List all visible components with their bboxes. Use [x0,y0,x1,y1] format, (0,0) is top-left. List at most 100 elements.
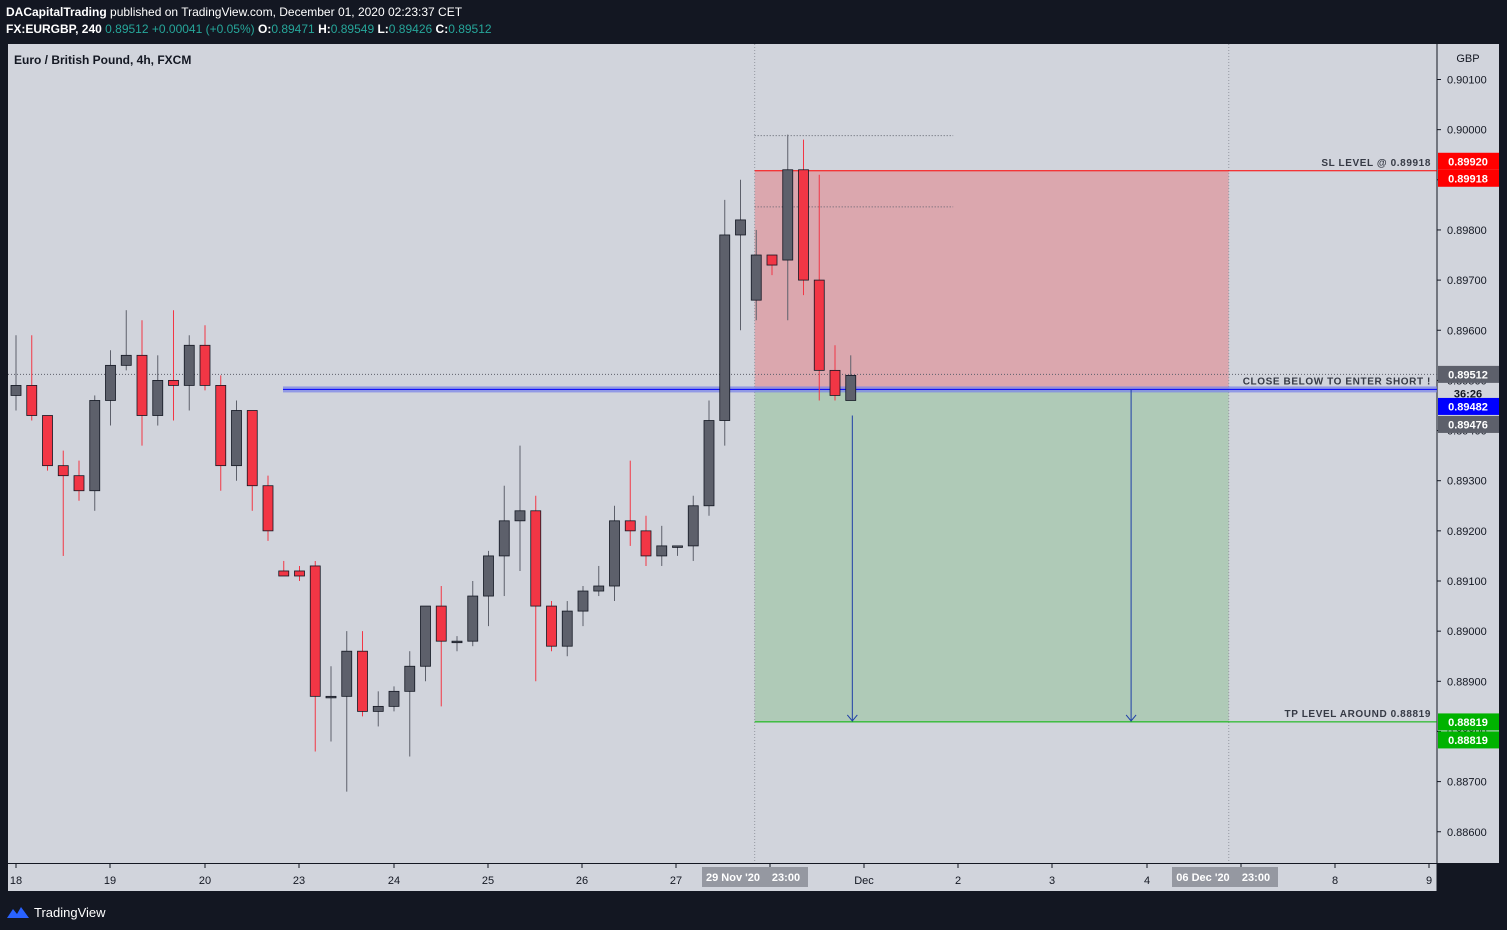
range-end-date-badge[interactable]: 06 Dec '20 [1172,867,1234,887]
footer-brand[interactable]: TradingView [6,902,106,922]
candle-body [766,254,778,266]
last-price-badge[interactable]: 0.89512 [1438,365,1499,383]
entry-price-badge[interactable]: 0.89482 [1438,397,1499,415]
candle[interactable] [498,485,510,597]
candle[interactable] [420,605,431,682]
publisher-name[interactable]: DACapitalTrading [6,5,107,19]
candle[interactable] [73,460,85,501]
x-tick: 27 [670,864,682,887]
candle[interactable] [357,631,368,717]
candle[interactable] [719,199,731,446]
candle[interactable] [593,565,605,597]
candle[interactable] [467,581,479,647]
candle[interactable] [530,495,542,682]
candle[interactable] [750,229,762,321]
candle[interactable] [183,335,195,411]
tp-price-badge-top[interactable]: 0.88819 [1438,713,1499,731]
candle[interactable] [294,565,305,581]
entry-annotation[interactable]: CLOSE BELOW TO ENTER SHORT ! [1243,376,1431,387]
candle-body [546,605,557,647]
low-price-badge[interactable]: 0.89476 [1438,415,1499,433]
sl-annotation[interactable]: SL LEVEL @ 0.89918 [1321,158,1431,169]
tp-price-badge[interactable]: 0.88819 [1438,731,1499,749]
candle-body [73,475,85,492]
candle[interactable] [199,325,211,391]
candle[interactable] [89,395,101,511]
candle[interactable] [136,320,148,446]
candle[interactable] [577,586,589,627]
candle[interactable] [120,310,132,371]
candle[interactable] [372,691,384,727]
candle[interactable] [829,345,841,401]
range-start-date-badge[interactable]: 29 Nov '20 [702,867,764,887]
x-tick-label: 20 [199,875,211,887]
candle[interactable] [546,601,557,652]
candle[interactable] [388,686,400,712]
price-chart[interactable]: Euro / British Pound, 4h, FXCM GBP SL LE… [0,44,1507,894]
candle[interactable] [766,254,778,276]
candle-body [798,169,809,281]
candle-body [215,385,227,467]
candle[interactable] [435,586,447,707]
candle[interactable] [687,495,699,561]
candle[interactable] [152,355,164,426]
target-arrow-right[interactable] [1125,389,1137,722]
candle-body [262,485,274,532]
sl-price-badge-top[interactable]: 0.89920 [1438,152,1499,170]
candle[interactable] [735,179,746,331]
range-start-time-badge[interactable]: 23:00 [764,867,808,887]
range-end-time-badge[interactable]: 23:00 [1234,867,1278,887]
candle[interactable] [561,601,573,657]
candle-body [26,385,38,416]
take-profit-zone[interactable] [754,389,1229,722]
candle[interactable] [10,335,22,411]
last-price: 0.89512 [105,22,149,36]
candle[interactable] [26,335,38,421]
candle-body [577,590,589,612]
candle[interactable] [105,350,116,426]
candle-body [640,530,652,557]
candle-body [246,410,258,487]
candle-body [687,505,699,547]
candle[interactable] [609,505,620,602]
open-value: 0.89471 [271,22,315,36]
y-tick-label: 0.88600 [1447,827,1487,839]
stop-loss-zone[interactable] [754,170,1229,390]
candle-body [498,520,510,557]
candle[interactable] [42,415,53,471]
candle[interactable] [325,666,337,742]
candle[interactable] [672,545,683,556]
x-tick-label: 8 [1332,875,1338,887]
svg-text:0.89476: 0.89476 [1448,419,1488,431]
candle[interactable] [703,400,715,516]
candle[interactable] [404,651,416,757]
candle[interactable] [656,525,668,566]
candle[interactable] [813,174,825,401]
candle[interactable] [57,450,69,556]
candle[interactable] [215,375,227,491]
candle[interactable] [624,460,636,546]
candle[interactable] [168,310,179,421]
candle[interactable] [246,410,258,511]
candle-body [231,410,242,467]
tp-annotation[interactable]: TP LEVEL AROUND 0.88819 [1285,709,1431,720]
candle[interactable] [341,631,353,792]
high-value: 0.89549 [330,22,375,36]
x-tick-label: 27 [670,875,682,887]
candle[interactable] [514,445,526,571]
countdown-badge[interactable]: 36:26 [1438,384,1499,402]
candle[interactable] [262,475,274,541]
candle[interactable] [845,355,857,401]
target-arrow-left[interactable] [846,415,858,722]
sl-price-badge[interactable]: 0.89918 [1438,169,1499,187]
candle[interactable] [278,560,290,577]
candle-body [845,374,857,401]
candle[interactable] [782,134,794,321]
candle[interactable] [231,400,242,481]
svg-text:0.89482: 0.89482 [1448,401,1488,413]
candle[interactable] [640,515,652,566]
candle[interactable] [798,139,809,296]
candle[interactable] [483,550,494,627]
candle[interactable] [309,560,321,752]
candle[interactable] [451,636,463,652]
